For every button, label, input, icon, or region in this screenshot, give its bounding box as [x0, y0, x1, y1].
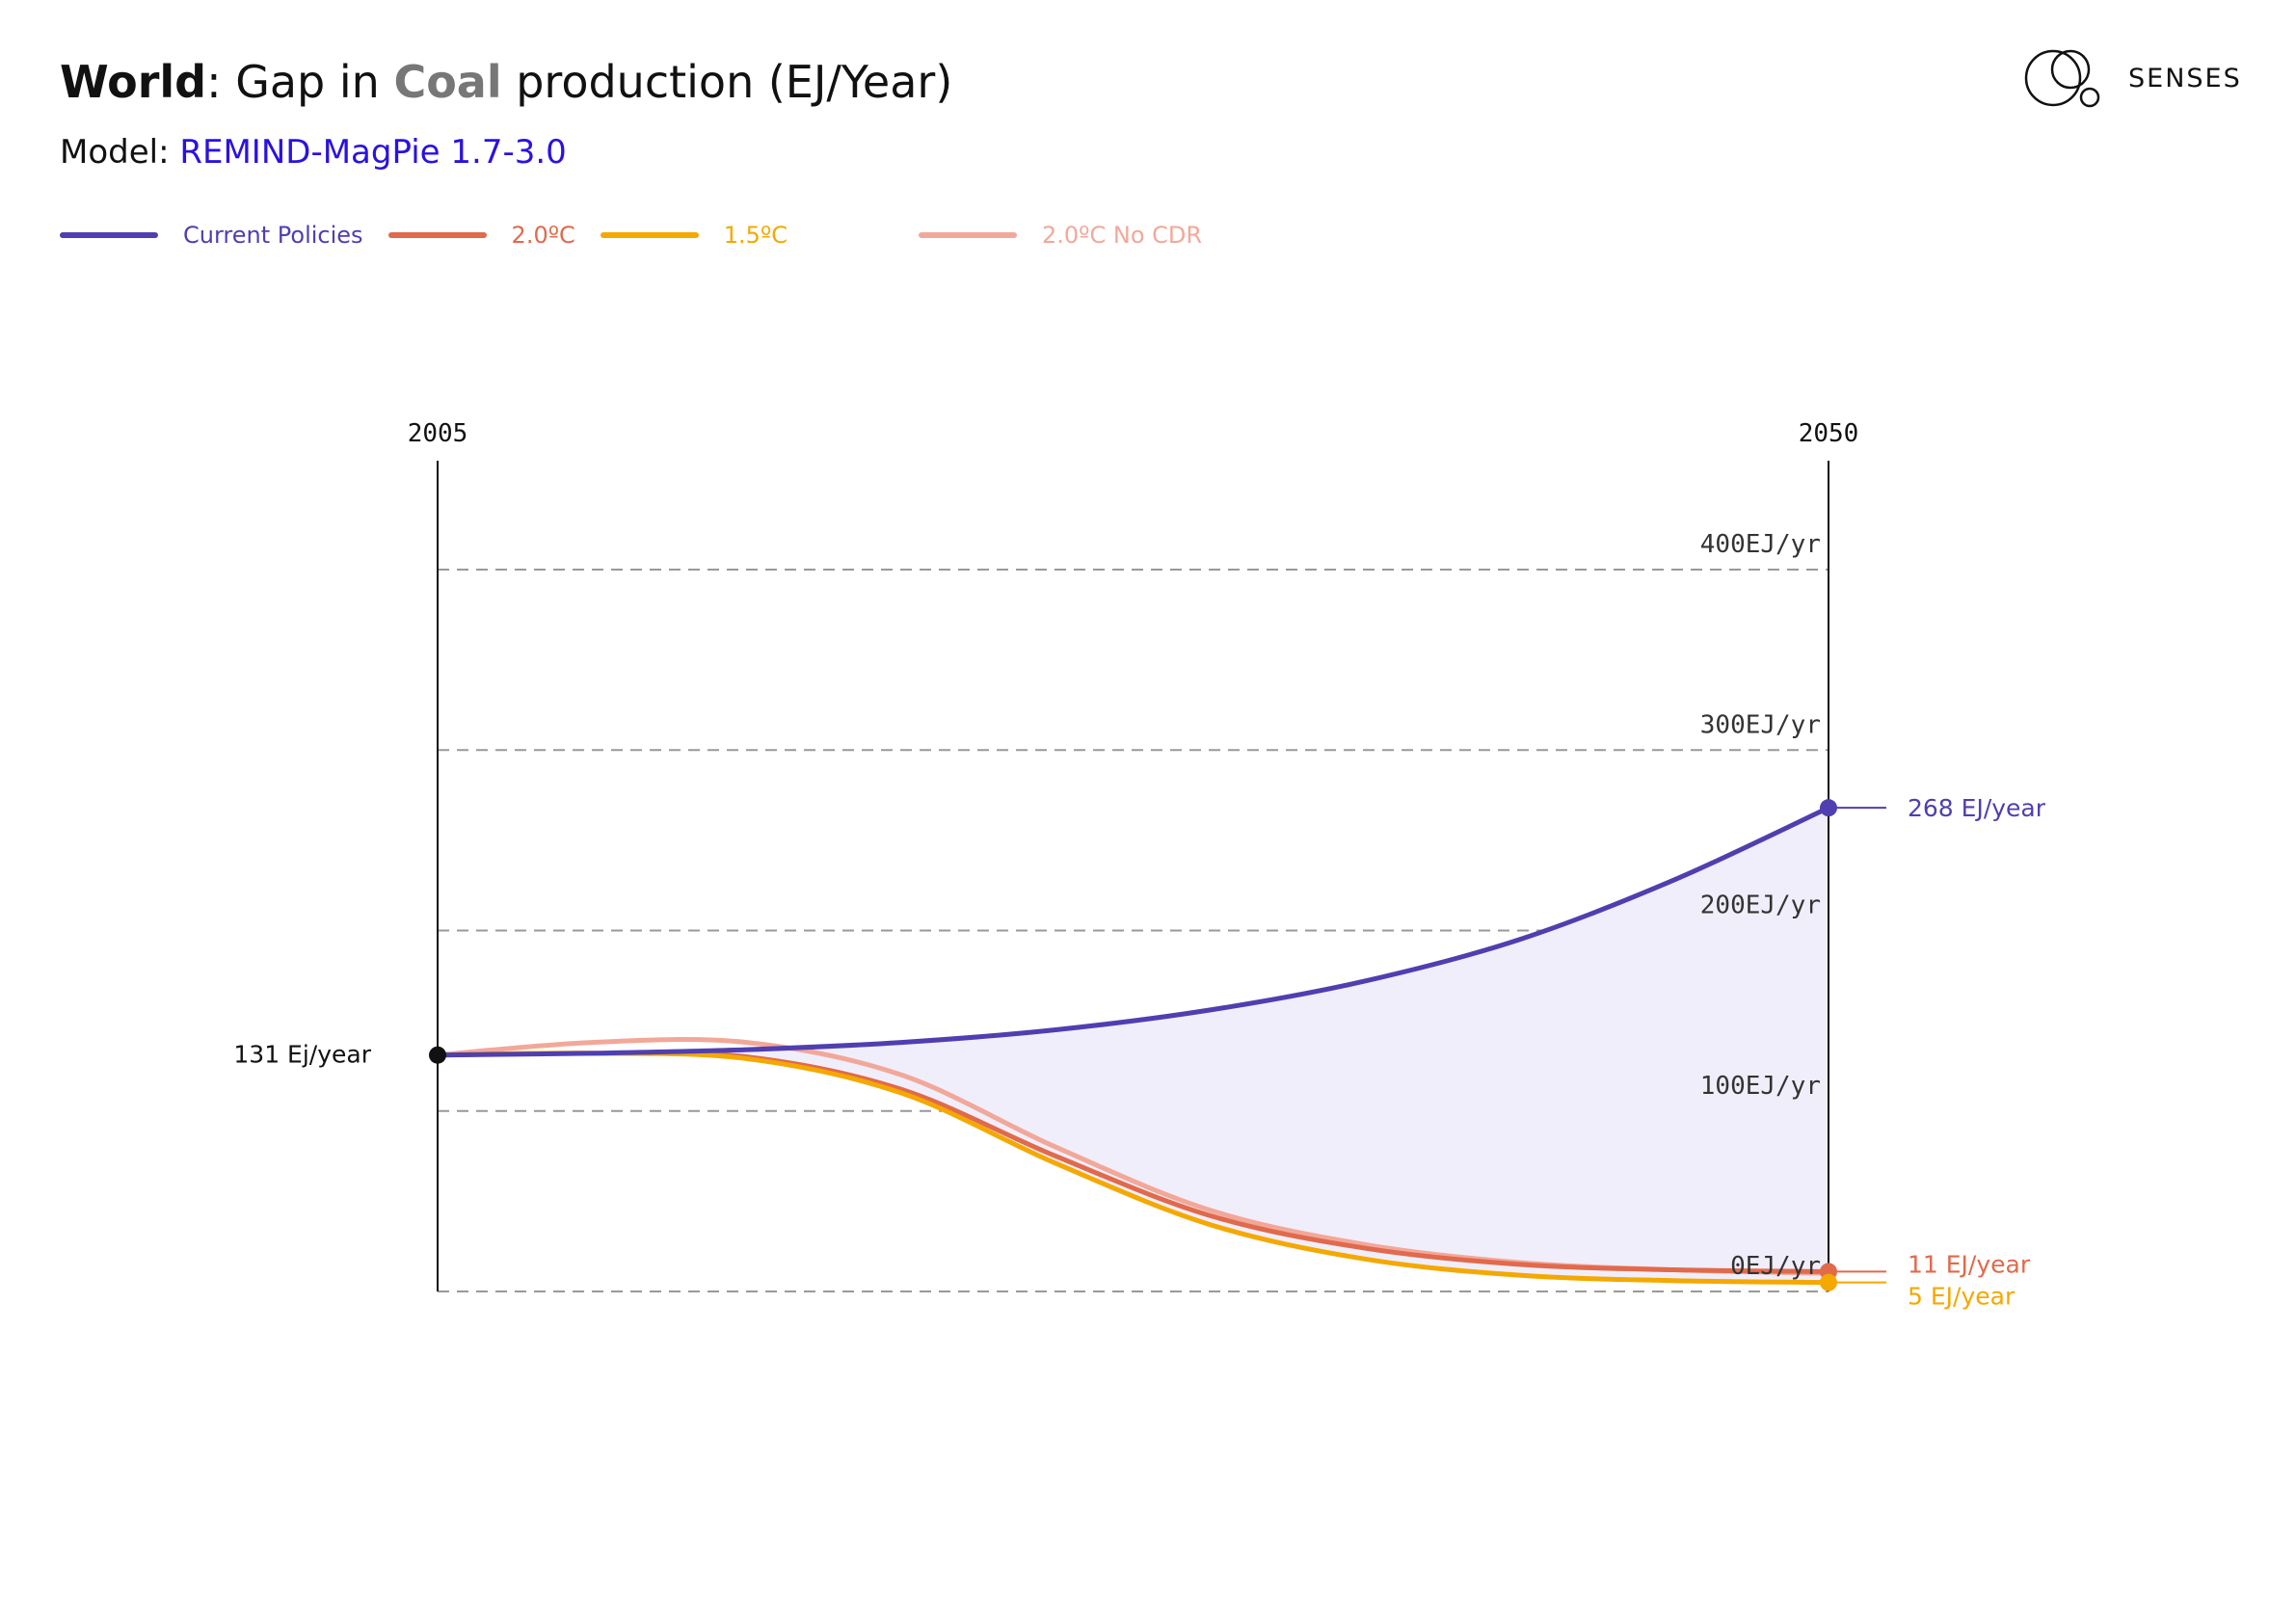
legend-swatch [387, 232, 487, 238]
end-value-label: 5 EJ/year [1908, 1283, 2016, 1311]
title-mid: : Gap in [206, 56, 394, 108]
senses-logo-icon [2024, 49, 2100, 108]
end-value-label: 268 EJ/year [1908, 794, 2046, 822]
legend-label: 1.5ºC [723, 222, 788, 249]
model-label: Model: [60, 133, 180, 172]
x-tick-label: 2005 [408, 419, 468, 448]
y-tick-label: 100EJ/yr [1700, 1072, 1821, 1101]
start-point [429, 1046, 446, 1064]
legend-item-2c: 2.0ºC [387, 222, 575, 249]
title-fuel: Coal [393, 56, 502, 108]
legend-swatch [60, 232, 158, 238]
legend-swatch [600, 232, 699, 238]
legend-item-1-5c: 1.5ºC [600, 222, 788, 249]
chart-title: World: Gap in Coal production (EJ/Year) [60, 50, 952, 114]
model-subtitle: Model: REMIND-MagPie 1.7-3.0 [60, 127, 567, 177]
end-value-label: 11 EJ/year [1908, 1250, 2031, 1278]
logo-text: SENSES [2128, 63, 2242, 93]
title-region: World [60, 56, 207, 108]
y-tick-label: 200EJ/yr [1700, 891, 1821, 920]
title-end: production (EJ/Year) [501, 56, 953, 108]
senses-logo: SENSES [2024, 46, 2242, 110]
legend-label: 2.0ºC No CDR [1042, 222, 1203, 249]
x-tick-label: 2050 [1799, 419, 1859, 448]
y-tick-label: 0EJ/yr [1730, 1252, 1821, 1281]
legend-item-2c-no-cdr: 2.0ºC No CDR [919, 222, 1202, 249]
series-line [435, 805, 1831, 1058]
end-point [1820, 799, 1837, 817]
y-tick-label: 300EJ/yr [1700, 710, 1821, 739]
end-point [1820, 1273, 1837, 1291]
model-name: REMIND-MagPie 1.7-3.0 [179, 133, 567, 172]
legend-swatch [919, 232, 1018, 238]
legend: Current Policies 2.0ºC 1.5ºC 2.0ºC No CD… [60, 216, 1227, 254]
legend-label: Current Policies [183, 222, 363, 249]
start-value-label: 131 Ej/year [233, 1041, 371, 1069]
gap-area [438, 808, 1829, 1283]
legend-label: 2.0ºC [511, 222, 575, 249]
y-tick-label: 400EJ/yr [1700, 530, 1821, 559]
legend-item-current-policies: Current Policies [60, 222, 363, 249]
